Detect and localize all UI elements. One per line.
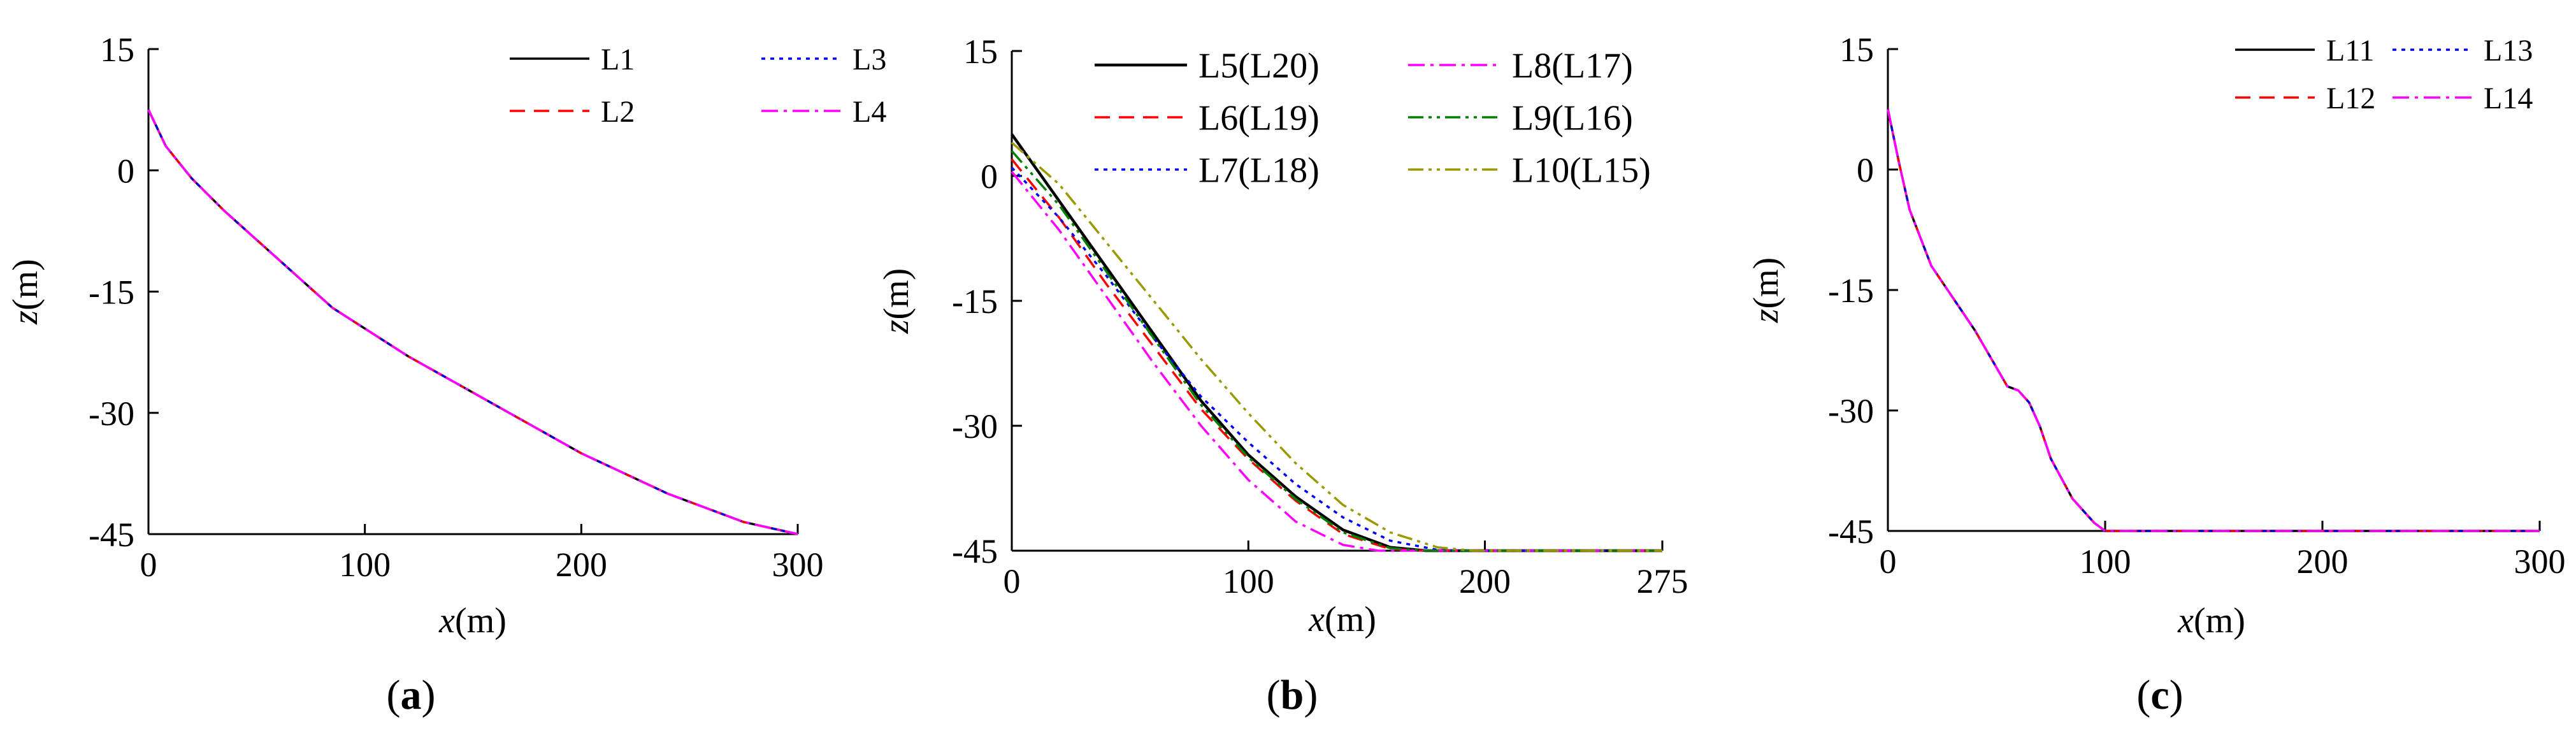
legend-label: L8(L17): [1512, 47, 1633, 86]
y-axis-label: z(m): [6, 259, 45, 325]
y-tick-label: -45: [1828, 512, 1874, 551]
legend-label: L12: [2326, 82, 2375, 115]
x-tick-label: 100: [339, 546, 391, 584]
x-tick-label: 300: [2514, 542, 2566, 581]
legend-label: L10(L15): [1512, 151, 1651, 191]
legend-label: L4: [853, 95, 886, 129]
legend-label: L7(L18): [1198, 151, 1320, 191]
series-line-L2: [147, 109, 798, 535]
y-tick-label: 0: [981, 157, 998, 196]
legend-label: L9(L16): [1512, 99, 1633, 138]
y-tick-label: -45: [89, 516, 134, 554]
y-tick-label: 0: [117, 152, 134, 190]
series-line-L10(L15): [1011, 141, 1662, 552]
y-tick-label: -45: [952, 532, 998, 570]
y-axis-variable: z: [1746, 308, 1786, 323]
x-axis-label: x(m): [2177, 601, 2245, 641]
series-line-L12: [1887, 109, 2540, 532]
panel-c: 0 100 200 300150-15-30-45x(m)z(m)(c)L11L12L…: [1746, 31, 2566, 718]
series-line-L6(L19): [1011, 158, 1662, 552]
x-tick-label: 100: [2080, 542, 2131, 581]
series-line-L5(L20): [1011, 133, 1662, 553]
series-line-L9(L16): [1011, 150, 1662, 552]
x-axis-unit: (m): [2194, 601, 2245, 641]
y-axis-unit: (m): [1746, 258, 1786, 309]
y-tick-label: -30: [89, 395, 134, 433]
series-line-L4: [147, 109, 798, 535]
x-axis-variable: x: [2177, 601, 2194, 641]
x-axis-label: x(m): [438, 601, 507, 641]
legend-label: L14: [2484, 82, 2533, 115]
y-tick-label: 0: [1857, 151, 1874, 189]
y-axis-label: z(m): [1746, 258, 1786, 324]
y-axis-variable: z: [877, 319, 916, 334]
series-line-L8(L17): [1011, 171, 1662, 552]
legend-label: L5(L20): [1198, 47, 1320, 86]
y-tick-label: -15: [89, 273, 134, 312]
panel-caption: (b): [1267, 672, 1318, 718]
panel-caption-letter: b: [1281, 672, 1304, 718]
x-axis-unit: (m): [455, 601, 507, 641]
x-tick-label: 275: [1637, 562, 1688, 600]
series-line-L3: [147, 109, 798, 535]
legend: L11 L12 L13 L14: [2235, 34, 2533, 115]
legend: L1 L2 L3 L4: [510, 43, 886, 129]
series-line-L1: [147, 109, 798, 535]
x-tick-label: 0: [1880, 542, 1897, 581]
legend-label: L11: [2326, 34, 2375, 68]
legend-label: L6(L19): [1198, 99, 1320, 138]
series-line-L7(L18): [1011, 166, 1662, 552]
y-axis-label: z(m): [877, 268, 916, 335]
x-axis-variable: x: [438, 601, 455, 641]
legend: L5(L20) L6(L19) L7(L18) L8(L17) L9(L16) L10(L…: [1095, 47, 1651, 191]
legend-label: L2: [601, 95, 635, 129]
y-tick-label: -30: [1828, 392, 1874, 430]
x-tick-label: 300: [772, 546, 824, 584]
y-axis-unit: (m): [6, 259, 45, 310]
legend-label: L3: [853, 43, 886, 76]
series-line-L11: [1887, 109, 2540, 532]
panel-caption-letter: a: [401, 672, 422, 718]
legend-label: L13: [2484, 34, 2533, 68]
x-tick-label: 200: [1459, 562, 1511, 600]
y-tick-label: -15: [952, 282, 998, 321]
x-axis-unit: (m): [1325, 600, 1376, 639]
y-tick-label: -15: [1828, 272, 1874, 310]
y-axis-unit: (m): [877, 268, 916, 320]
y-tick-label: -30: [952, 407, 998, 446]
panel-a: 0 100 200 300150-15-30-45x(m)z(m)(a)L1L2L3L…: [6, 31, 886, 718]
x-axis-variable: x: [1308, 600, 1325, 639]
y-tick-label: 15: [963, 33, 998, 71]
series-line-L14: [1887, 109, 2540, 532]
series-line-L13: [1887, 109, 2540, 532]
y-tick-label: 15: [1839, 31, 1874, 69]
panel-caption: (a): [387, 672, 436, 718]
legend-label: L1: [601, 43, 635, 76]
panel-caption: (c): [2136, 672, 2183, 718]
x-axis-label: x(m): [1308, 600, 1376, 639]
panel-caption-letter: c: [2150, 672, 2169, 718]
panel-b: 0 100 200 275150-15-30-45x(m)z(m)(b)L5(L20)…: [877, 33, 1688, 718]
y-axis-variable: z: [6, 310, 45, 325]
x-tick-label: 100: [1223, 562, 1274, 600]
x-tick-label: 0: [140, 546, 157, 584]
y-tick-label: 15: [100, 31, 134, 69]
x-tick-label: 200: [556, 546, 607, 584]
x-tick-label: 200: [2297, 542, 2349, 581]
x-tick-label: 0: [1004, 562, 1021, 600]
